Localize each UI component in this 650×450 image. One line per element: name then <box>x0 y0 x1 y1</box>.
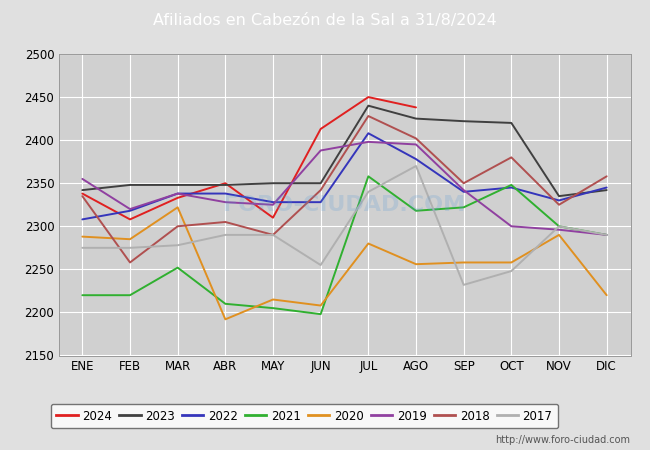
Text: http://www.foro-ciudad.com: http://www.foro-ciudad.com <box>495 435 630 445</box>
Text: FORO-CIUDAD.COM: FORO-CIUDAD.COM <box>224 195 465 215</box>
Legend: 2024, 2023, 2022, 2021, 2020, 2019, 2018, 2017: 2024, 2023, 2022, 2021, 2020, 2019, 2018… <box>51 404 558 428</box>
Text: Afiliados en Cabezón de la Sal a 31/8/2024: Afiliados en Cabezón de la Sal a 31/8/20… <box>153 13 497 28</box>
